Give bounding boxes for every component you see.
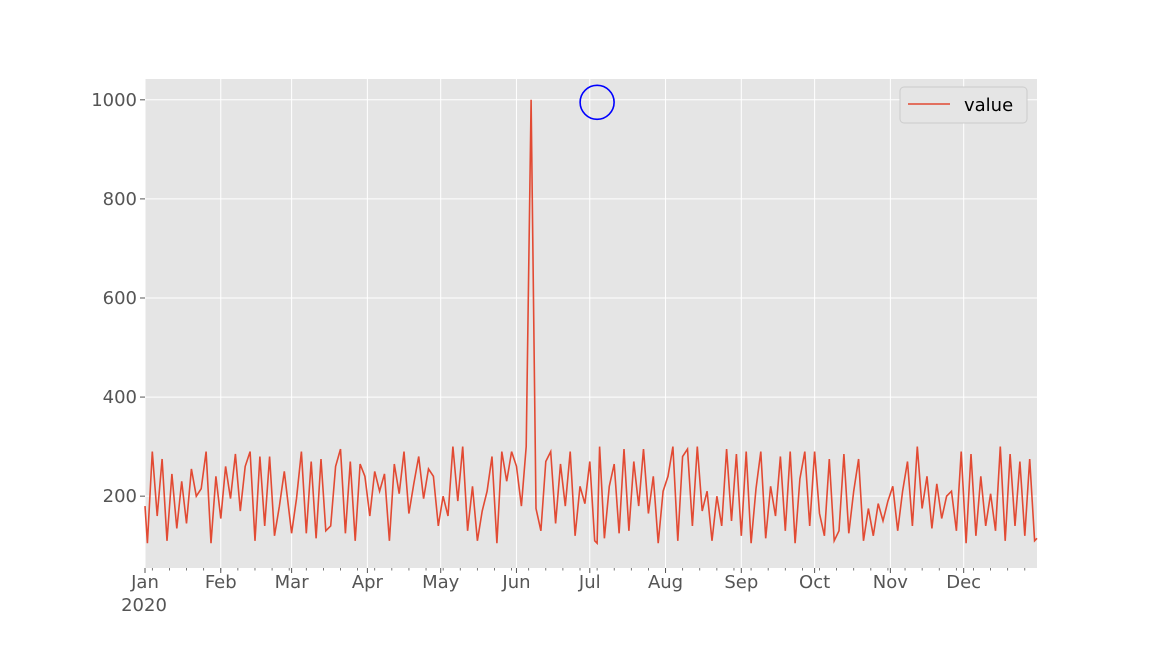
legend-box xyxy=(899,86,1028,124)
x-tick-label: Feb xyxy=(205,572,237,593)
x-tick-label: Jan xyxy=(130,572,159,593)
x-tick-label: Jul xyxy=(578,572,601,593)
x-tick-label: Dec xyxy=(946,572,981,593)
x-tick-label: Sep xyxy=(724,572,758,593)
x-axis: Jan Feb Mar Apr May Jun Jul Aug Sep Oct Nov Dec xyxy=(130,568,1026,593)
y-tick-label: 1000 xyxy=(91,90,137,111)
y-tick-label: 800 xyxy=(103,189,137,210)
x-tick-label: Jun xyxy=(501,572,530,593)
legend: value xyxy=(899,86,1028,124)
x-tick-label: Apr xyxy=(352,572,384,593)
x-tick-label: Nov xyxy=(873,572,908,593)
legend-label-value: value xyxy=(964,95,1013,116)
x-tick-label: May xyxy=(422,572,460,593)
y-axis: 200 400 600 800 1000 xyxy=(91,90,145,507)
y-tick-label: 200 xyxy=(103,486,137,507)
plot-background xyxy=(145,79,1037,568)
grid-lines xyxy=(144,79,1037,568)
x-tick-label: Aug xyxy=(648,572,683,593)
x-axis-year-label: 2020 xyxy=(121,595,167,616)
x-tick-label: Oct xyxy=(799,572,830,593)
y-tick-label: 600 xyxy=(103,288,137,309)
y-tick-label: 400 xyxy=(103,387,137,408)
anomaly-circle-marker xyxy=(579,84,615,121)
series-line-value xyxy=(144,99,1038,546)
x-tick-label: Mar xyxy=(275,572,310,593)
